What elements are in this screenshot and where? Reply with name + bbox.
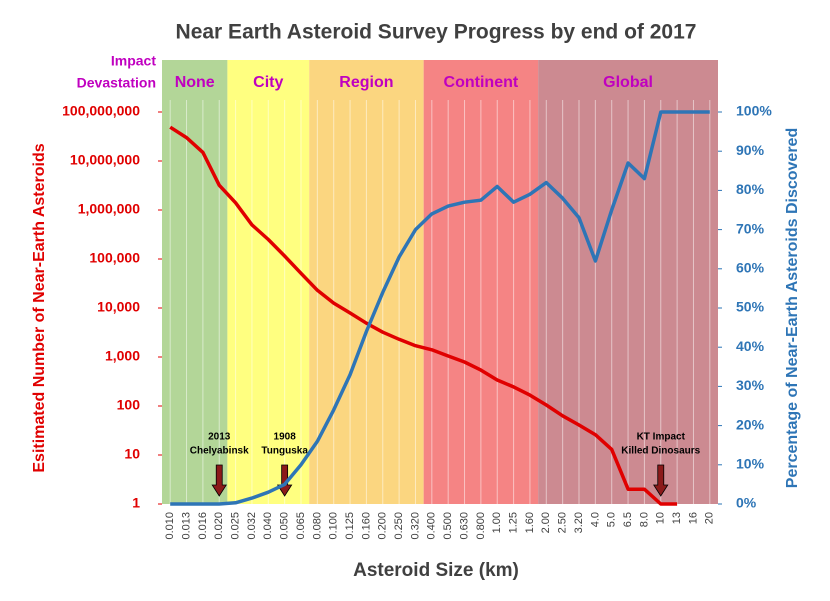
annotation: 1908 bbox=[274, 432, 297, 443]
x-tick-label: 8.0 bbox=[638, 512, 650, 527]
x-tick-label: 0.040 bbox=[262, 512, 274, 540]
y-tick-label: 10 bbox=[124, 446, 140, 462]
y2-tick-label: 80% bbox=[736, 181, 765, 197]
y-tick-label: 10,000,000 bbox=[70, 152, 140, 168]
x-tick-label: 10 bbox=[655, 512, 667, 524]
x-tick-label: 13 bbox=[671, 512, 683, 524]
x-tick-label: 2.00 bbox=[540, 512, 552, 533]
x-tick-label: 0.016 bbox=[197, 512, 209, 540]
region-label: Region bbox=[339, 74, 393, 91]
x-tick-label: 0.010 bbox=[164, 512, 176, 540]
x-tick-label: 0.800 bbox=[475, 512, 487, 540]
y2-tick-label: 20% bbox=[736, 416, 765, 432]
region-heading: Impact bbox=[111, 53, 156, 69]
x-tick-label: 0.200 bbox=[377, 512, 389, 540]
y2-tick-label: 50% bbox=[736, 299, 765, 315]
annotation: Chelyabinsk bbox=[190, 446, 249, 457]
x-tick-label: 1.60 bbox=[524, 512, 536, 533]
y-tick-label: 100,000,000 bbox=[62, 103, 140, 119]
x-tick-label: 16 bbox=[687, 512, 699, 524]
y-tick-label: 1,000,000 bbox=[78, 201, 140, 217]
y2-tick-label: 90% bbox=[736, 142, 765, 158]
y-tick-label: 100,000 bbox=[89, 250, 140, 266]
region-label: Global bbox=[603, 74, 653, 91]
x-tick-label: 0.050 bbox=[279, 512, 291, 540]
y2-tick-label: 0% bbox=[736, 495, 757, 511]
arrow bbox=[653, 464, 669, 497]
data-line bbox=[170, 110, 710, 506]
x-tick-label: 6.5 bbox=[622, 512, 634, 527]
x-tick-label: 20 bbox=[704, 512, 716, 524]
annotation: 2013 bbox=[208, 432, 231, 443]
x-tick-label: 0.032 bbox=[246, 512, 258, 540]
x-tick-label: 1.25 bbox=[507, 512, 519, 533]
x-tick-label: 1.00 bbox=[491, 512, 503, 533]
x-tick-label: 0.630 bbox=[458, 512, 470, 540]
y2-tick-label: 10% bbox=[736, 456, 765, 472]
region-label: None bbox=[175, 74, 215, 91]
x-tick-label: 0.080 bbox=[311, 512, 323, 540]
region-label: Continent bbox=[444, 74, 519, 91]
x-tick-label: 0.100 bbox=[328, 512, 340, 540]
x-tick-label: 0.250 bbox=[393, 512, 405, 540]
x-tick-label: 0.125 bbox=[344, 512, 356, 540]
data-line bbox=[169, 125, 678, 506]
x-tick-label: 0.065 bbox=[295, 512, 307, 540]
x-tick-label: 0.013 bbox=[180, 512, 192, 540]
x-tick-label: 5.0 bbox=[606, 512, 618, 527]
y2-axis-title: Percentage of Near-Earth Asteroids Disco… bbox=[784, 128, 801, 488]
x-tick-label: 4.0 bbox=[589, 512, 601, 527]
annotation: KT Impact bbox=[637, 432, 686, 443]
annotation: Tunguska bbox=[261, 446, 308, 457]
region-heading: Devastation bbox=[77, 75, 156, 91]
y-axis-title: Esitimated Number of Near-Earth Asteroid… bbox=[31, 143, 48, 472]
x-tick-label: 0.020 bbox=[213, 512, 225, 540]
x-tick-label: 3.20 bbox=[573, 512, 585, 533]
y2-tick-label: 40% bbox=[736, 338, 765, 354]
y-tick-label: 100 bbox=[117, 397, 141, 413]
y2-tick-label: 60% bbox=[736, 260, 765, 276]
y2-tick-label: 70% bbox=[736, 220, 765, 236]
chart-title: Near Earth Asteroid Survey Progress by e… bbox=[176, 21, 697, 44]
region-band bbox=[162, 60, 228, 504]
x-axis-title: Asteroid Size (km) bbox=[353, 560, 519, 581]
x-tick-label: 0.160 bbox=[360, 512, 372, 540]
annotation: Killed Dinosaurs bbox=[621, 446, 700, 457]
y-tick-label: 10,000 bbox=[97, 299, 140, 315]
y2-tick-label: 30% bbox=[736, 377, 765, 393]
x-tick-label: 0.500 bbox=[442, 512, 454, 540]
y-tick-label: 1,000 bbox=[105, 348, 140, 364]
x-tick-label: 0.320 bbox=[409, 512, 421, 540]
x-tick-label: 0.400 bbox=[426, 512, 438, 540]
y2-tick-label: 100% bbox=[736, 103, 772, 119]
x-tick-label: 2.50 bbox=[557, 512, 569, 533]
arrow bbox=[211, 464, 227, 497]
y-tick-label: 1 bbox=[132, 495, 140, 511]
region-label: City bbox=[253, 74, 283, 91]
x-tick-label: 0.025 bbox=[229, 512, 241, 540]
